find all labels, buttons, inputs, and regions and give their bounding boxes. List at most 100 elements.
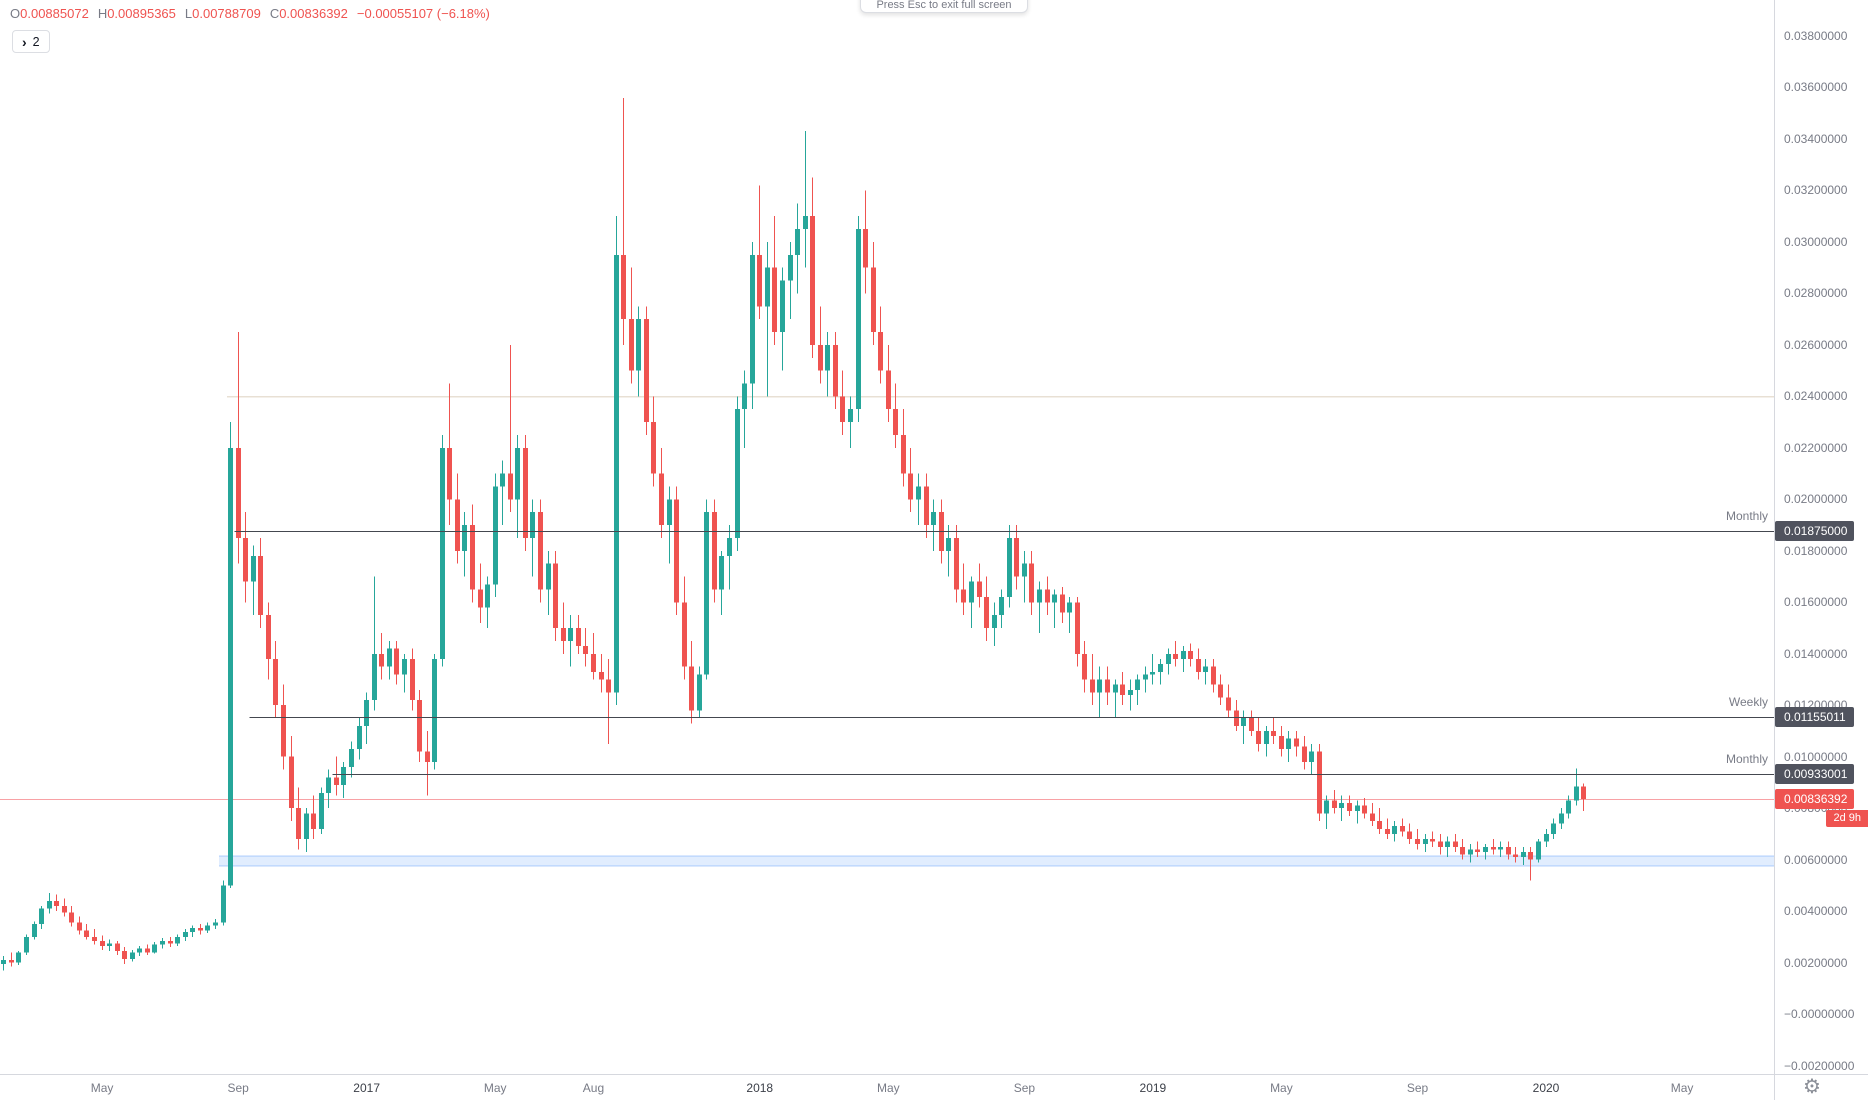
candle: [1483, 844, 1488, 860]
candle: [1551, 818, 1556, 840]
candle: [1544, 828, 1549, 847]
candle: [379, 633, 384, 680]
candle: [924, 473, 929, 538]
candle: [1385, 818, 1390, 840]
candle: [107, 939, 112, 952]
time-axis-label: May: [90, 1081, 114, 1095]
candle: [54, 894, 59, 912]
time-axis-label: Sep: [227, 1081, 249, 1095]
candle: [1014, 525, 1019, 590]
candle: [470, 504, 475, 603]
candle: [788, 241, 793, 320]
candle: [1286, 730, 1291, 762]
fullscreen-toast-text: Press Esc to exit full screen: [876, 0, 1012, 11]
candle: [530, 499, 535, 577]
hidden-drawings-button[interactable]: › 2: [12, 30, 50, 53]
candle: [1082, 640, 1087, 693]
candle: [689, 640, 694, 724]
price-tick-label: 0.03800000: [1784, 29, 1848, 43]
hidden-drawings-count: 2: [32, 34, 40, 49]
ohlc-change: −0.00055107 (−6.18%): [356, 6, 490, 21]
candle: [394, 640, 399, 685]
ohlc-high-value: 0.00895365: [107, 6, 176, 21]
candle: [931, 499, 936, 551]
candle: [606, 658, 611, 744]
candle: [1135, 674, 1140, 706]
candle: [349, 741, 354, 778]
candle: [1271, 718, 1276, 744]
price-tick-label: −0.00200000: [1784, 1058, 1855, 1073]
candle: [236, 332, 241, 564]
candle: [462, 512, 467, 577]
candle: [258, 537, 263, 629]
time-axis-label: Sep: [1406, 1081, 1429, 1095]
candle: [1415, 828, 1420, 850]
ohlc-open-label: O: [10, 6, 21, 21]
ohlc-high-label: H: [97, 6, 108, 21]
level-price-tag: 0.01155011: [1775, 706, 1854, 727]
candle: [1196, 648, 1201, 680]
time-axis-label: May: [1670, 1081, 1694, 1095]
candle: [372, 576, 377, 711]
candle: [1355, 800, 1360, 824]
level-side-label: Monthly: [1725, 509, 1768, 524]
price-tick-label: 0.01600000: [1784, 595, 1848, 610]
candle: [198, 924, 203, 935]
candle: [969, 576, 974, 629]
candle: [1158, 658, 1163, 685]
candle: [614, 216, 619, 706]
candle: [62, 898, 67, 917]
candle: [160, 938, 165, 949]
candle: [1166, 648, 1171, 675]
candle: [296, 787, 301, 850]
candle: [1029, 550, 1034, 616]
candle: [1430, 831, 1435, 847]
candle: [916, 473, 921, 526]
candle: [893, 383, 898, 448]
candle: [1513, 846, 1518, 863]
candle: [780, 267, 785, 371]
candle: [1105, 666, 1110, 706]
price-axis[interactable]: 0.00836392 2d 9h 0.03800000 0.03600000 0.0…: [1774, 0, 1868, 1074]
candle: [553, 550, 558, 641]
candle: [697, 666, 702, 719]
candle: [311, 795, 316, 840]
candle: [825, 332, 830, 397]
candle: [719, 550, 724, 616]
candle: [833, 332, 838, 410]
candle: [629, 267, 634, 384]
candle: [485, 576, 490, 629]
candle: [1150, 653, 1155, 685]
candle: [1362, 797, 1367, 819]
candle: [1498, 841, 1503, 858]
candle: [440, 434, 445, 667]
candle: [168, 936, 173, 948]
candle: [1097, 666, 1102, 719]
time-axis[interactable]: May Sep 2017 May Aug 2018 May Sep 2019 May Sep 2020…: [0, 1074, 1774, 1100]
candle: [1581, 783, 1586, 812]
time-axis-label: 2020: [1532, 1081, 1560, 1095]
price-tick-label: 0.03600000: [1784, 80, 1848, 95]
candle: [583, 628, 588, 667]
candle: [1400, 818, 1405, 837]
candle: [1468, 844, 1473, 863]
candle: [727, 525, 732, 590]
candle: [546, 550, 551, 616]
settings-gear-icon[interactable]: ⚙: [1803, 1076, 1821, 1098]
candle: [1347, 795, 1352, 816]
candle: [757, 185, 762, 320]
ohlc-close-label: C: [269, 6, 280, 21]
price-chart-pane[interactable]: O0.00885072 H0.00895365 L0.00788709 C0.0083…: [0, 0, 1774, 1074]
candle: [243, 512, 248, 603]
candle: [961, 563, 966, 616]
ohlc-low-value: 0.00788709: [192, 6, 261, 21]
candle: [1332, 790, 1337, 814]
candle: [818, 306, 823, 384]
candle: [977, 563, 982, 608]
candle: [1460, 839, 1465, 860]
candle: [357, 718, 362, 760]
candle: [946, 525, 951, 577]
candle: [742, 370, 747, 448]
candle: [1203, 658, 1208, 685]
